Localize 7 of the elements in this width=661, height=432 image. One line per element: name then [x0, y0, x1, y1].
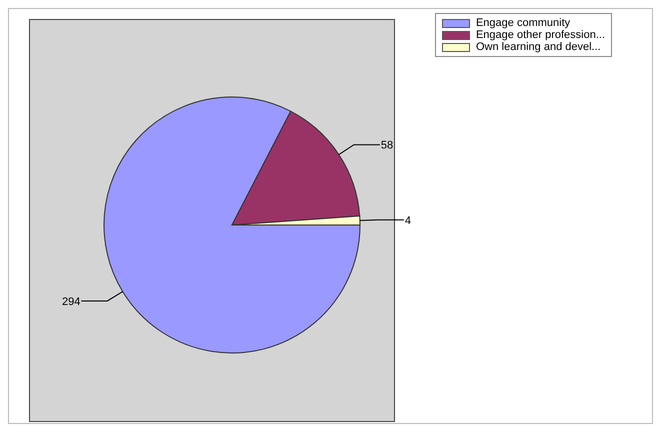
- legend-label: Engage community: [476, 17, 570, 29]
- legend-label: Own learning and devel...: [476, 41, 601, 53]
- data-label: 58: [380, 140, 394, 152]
- pie-slice: [104, 96, 360, 354]
- data-label: 294: [62, 296, 80, 308]
- legend-label: Engage other profession...: [476, 29, 605, 41]
- data-label: 4: [404, 214, 412, 227]
